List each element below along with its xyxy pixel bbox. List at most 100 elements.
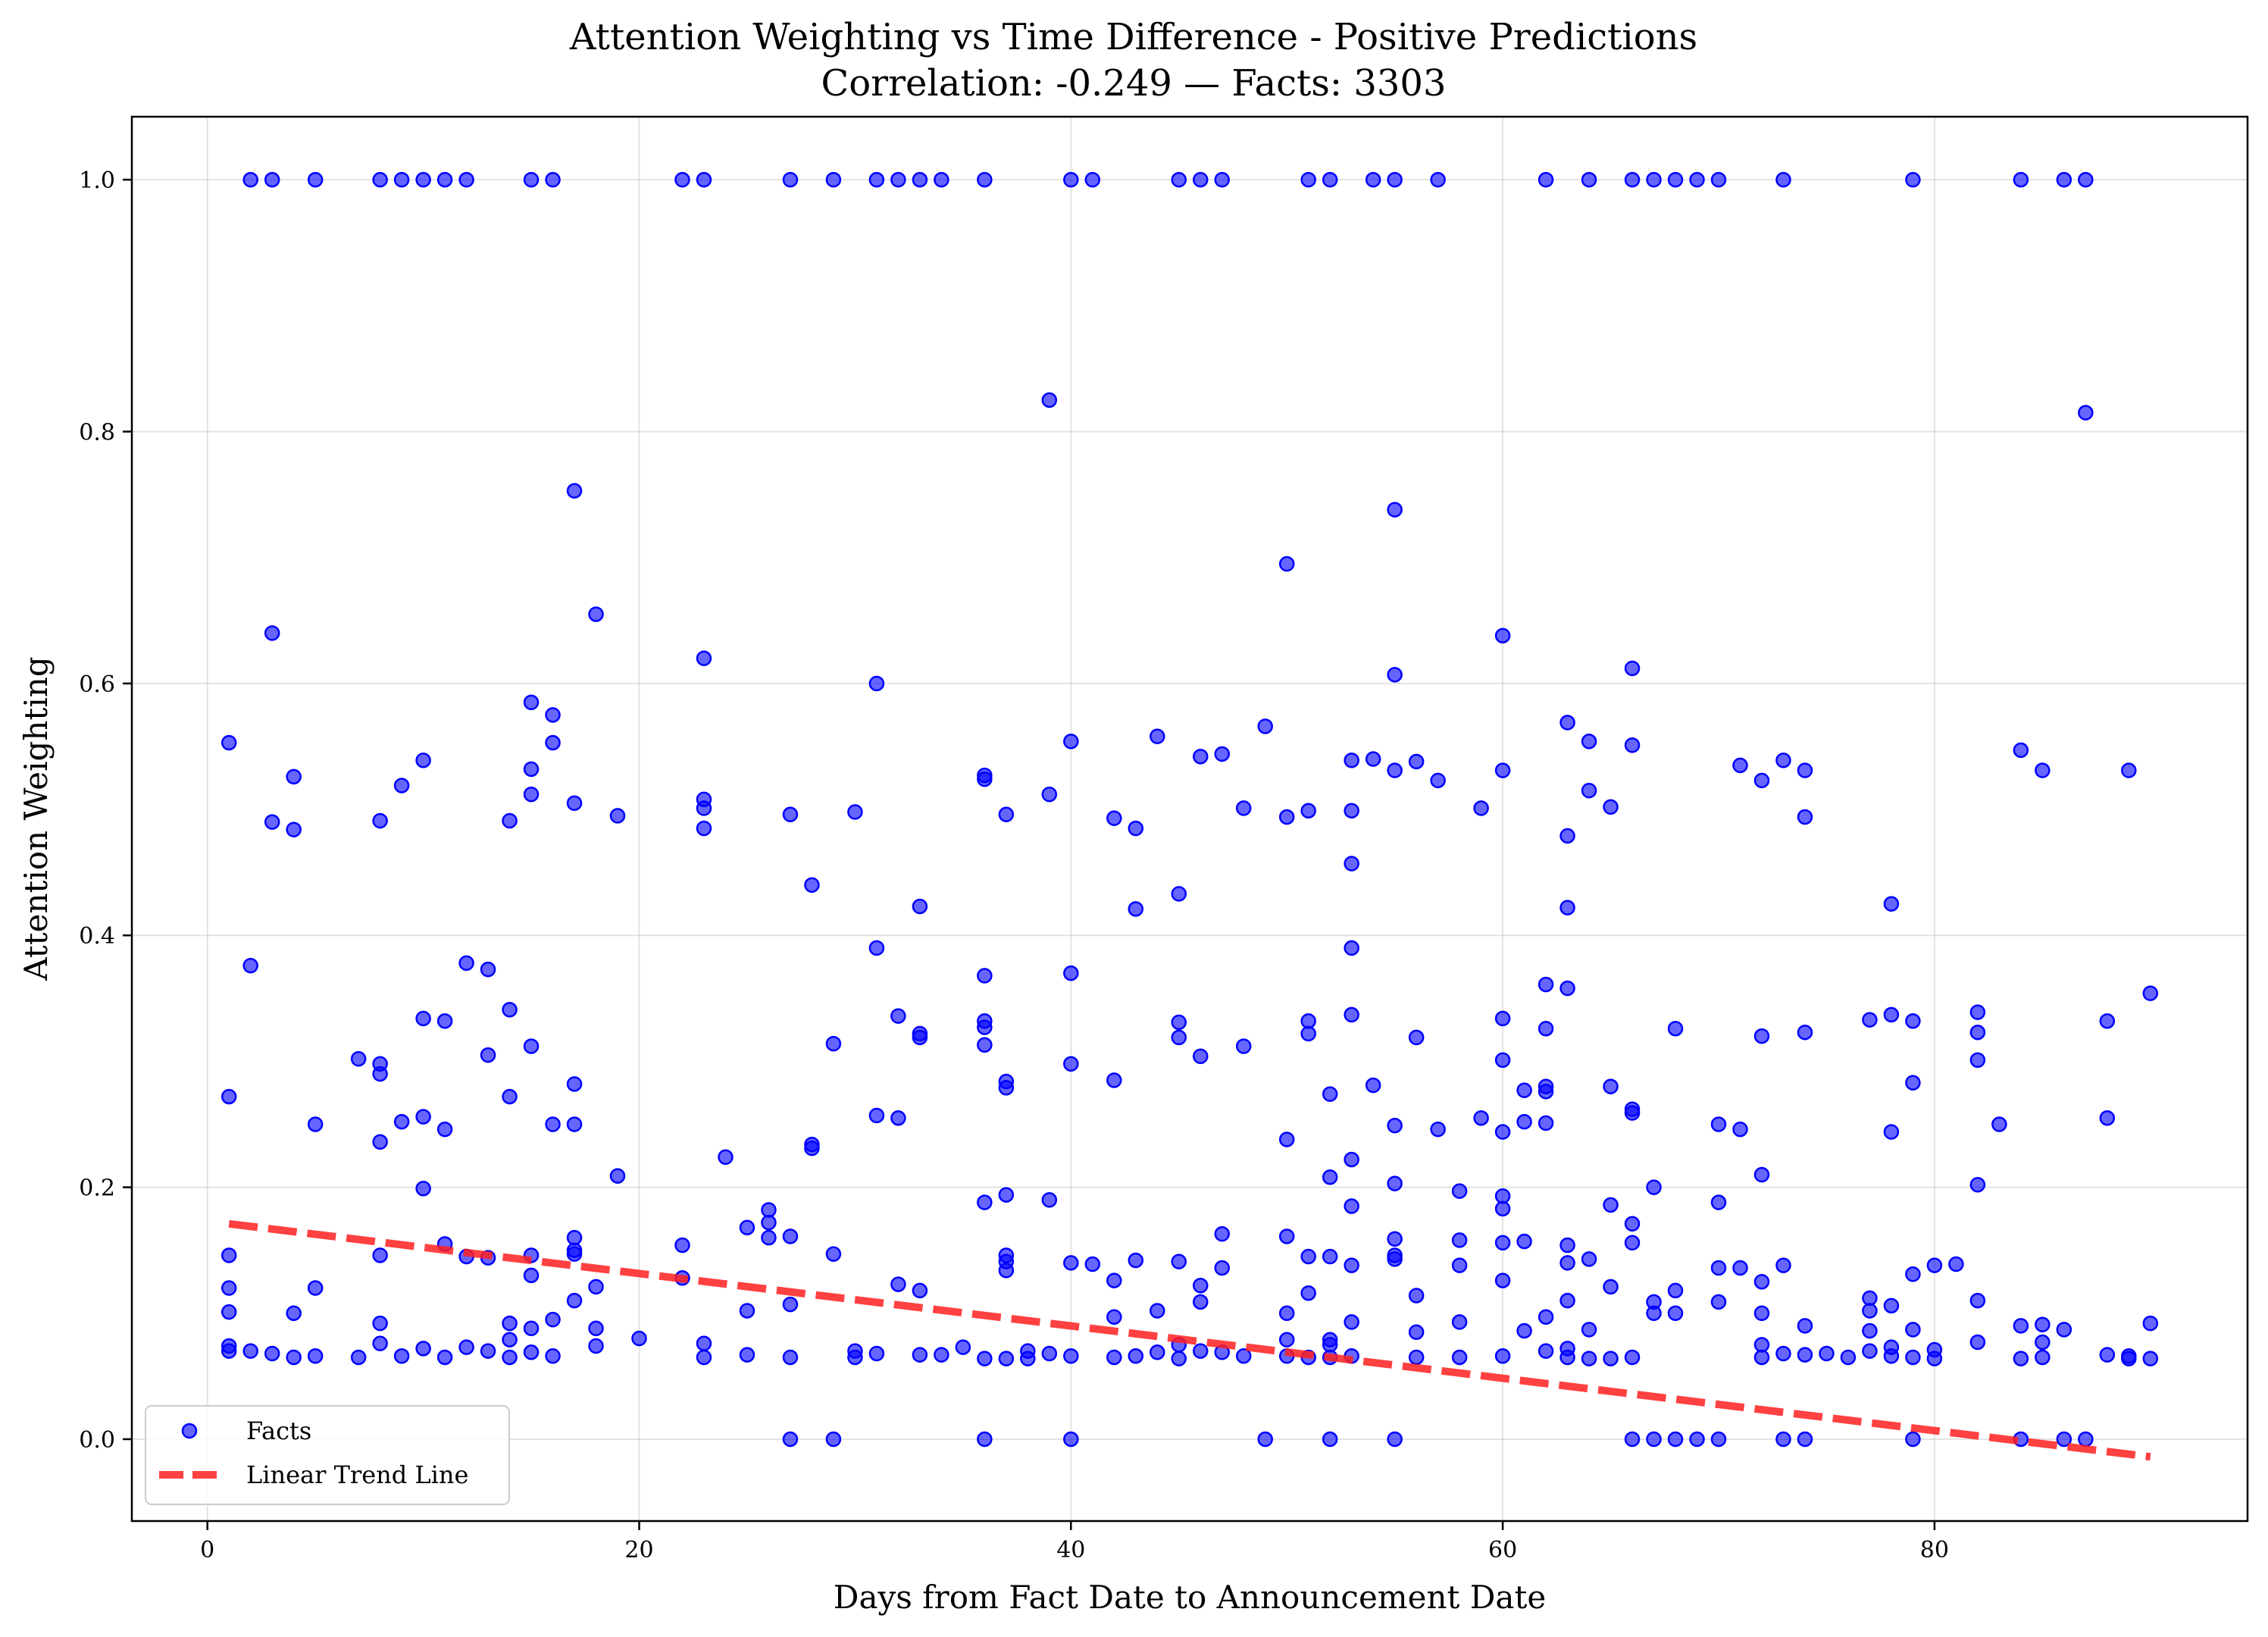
data-point xyxy=(1387,1175,1403,1191)
data-point xyxy=(890,1110,906,1126)
data-point xyxy=(523,1344,540,1360)
y-tick-label: 0.4 xyxy=(79,923,115,950)
data-point xyxy=(545,171,561,188)
data-point xyxy=(1128,901,1144,917)
x-axis-label: Days from Fact Date to Announcement Date xyxy=(834,1579,1546,1616)
data-point xyxy=(1775,752,1791,768)
data-point xyxy=(1322,1337,1338,1353)
data-point xyxy=(1063,965,1079,981)
data-point xyxy=(1451,1314,1468,1330)
data-point xyxy=(1235,1348,1252,1364)
data-point xyxy=(415,1109,431,1125)
data-point xyxy=(1948,1256,1964,1272)
data-point xyxy=(1862,1012,1878,1028)
data-point xyxy=(1344,1314,1359,1330)
data-point xyxy=(1624,1216,1641,1232)
data-point xyxy=(566,1292,583,1309)
data-point xyxy=(1797,1024,1813,1041)
data-point xyxy=(1192,1343,1209,1359)
data-point xyxy=(1624,737,1641,753)
data-point xyxy=(350,1050,367,1067)
data-point xyxy=(1624,1235,1641,1250)
data-point xyxy=(977,171,993,188)
data-point xyxy=(998,1351,1015,1366)
data-point xyxy=(804,877,820,893)
data-point xyxy=(1084,171,1101,188)
data-point xyxy=(1538,1115,1554,1132)
data-point xyxy=(825,1246,842,1262)
data-point xyxy=(1494,1200,1511,1217)
data-point xyxy=(1710,1116,1727,1132)
data-point xyxy=(264,814,280,830)
legend-box xyxy=(145,1405,510,1505)
data-point xyxy=(523,786,540,803)
data-point xyxy=(718,1149,734,1165)
data-point xyxy=(696,800,712,816)
data-point xyxy=(1732,1260,1748,1276)
data-point xyxy=(1020,1351,1036,1366)
data-point xyxy=(2142,985,2159,1001)
data-point xyxy=(2099,1347,2116,1363)
data-point xyxy=(2142,1315,2159,1332)
data-point xyxy=(307,1280,324,1296)
data-point xyxy=(2121,762,2137,778)
data-point xyxy=(1387,666,1403,683)
data-point xyxy=(977,771,993,787)
data-point xyxy=(1753,772,1770,789)
data-point xyxy=(1797,1318,1813,1334)
data-point xyxy=(1797,1431,1813,1448)
data-point xyxy=(1344,1198,1359,1214)
data-point xyxy=(1365,1077,1381,1094)
data-point xyxy=(631,1330,647,1347)
data-point xyxy=(890,1276,906,1292)
data-point xyxy=(566,1076,583,1092)
data-point xyxy=(458,171,474,188)
data-point xyxy=(221,734,237,751)
data-point xyxy=(545,1116,561,1132)
data-point xyxy=(502,1002,518,1018)
plot-area-frame xyxy=(130,115,2249,1523)
data-point xyxy=(1300,1285,1316,1301)
data-point xyxy=(1192,171,1209,188)
data-point xyxy=(696,171,712,188)
data-point xyxy=(1473,1110,1489,1126)
data-point xyxy=(1300,1248,1316,1265)
data-point xyxy=(242,1343,258,1359)
data-point xyxy=(890,171,906,188)
data-point xyxy=(1538,976,1554,993)
data-point xyxy=(1753,1305,1770,1322)
data-point xyxy=(1581,782,1597,799)
data-point xyxy=(1646,171,1662,188)
y-tick-label: 0.6 xyxy=(79,671,115,698)
data-point xyxy=(739,1347,755,1363)
data-point xyxy=(2035,762,2051,778)
data-point xyxy=(1214,1260,1230,1276)
data-point xyxy=(415,1010,431,1027)
data-point xyxy=(1344,856,1359,872)
data-point xyxy=(1322,1431,1338,1448)
data-point xyxy=(1710,1194,1727,1210)
data-point xyxy=(393,1113,410,1130)
data-point xyxy=(1516,1082,1532,1098)
data-point xyxy=(2035,1316,2051,1332)
data-point xyxy=(436,1121,453,1138)
data-point xyxy=(934,1347,949,1363)
data-point xyxy=(1128,1348,1144,1364)
data-point xyxy=(955,1339,971,1355)
data-point xyxy=(1171,1254,1187,1269)
data-point xyxy=(1408,1324,1425,1340)
data-point xyxy=(1581,1322,1597,1338)
data-point xyxy=(890,1008,906,1024)
data-point xyxy=(523,1267,540,1284)
data-point xyxy=(1365,171,1381,188)
data-point xyxy=(1797,809,1813,825)
data-point xyxy=(1408,1029,1425,1046)
data-point xyxy=(1969,1177,1986,1193)
data-point xyxy=(502,1349,518,1366)
data-point xyxy=(286,768,302,785)
data-point xyxy=(804,1140,820,1157)
data-point xyxy=(1732,1121,1748,1138)
y-tick-label: 0.8 xyxy=(79,419,115,446)
data-point xyxy=(415,1341,431,1357)
data-point xyxy=(696,650,712,666)
